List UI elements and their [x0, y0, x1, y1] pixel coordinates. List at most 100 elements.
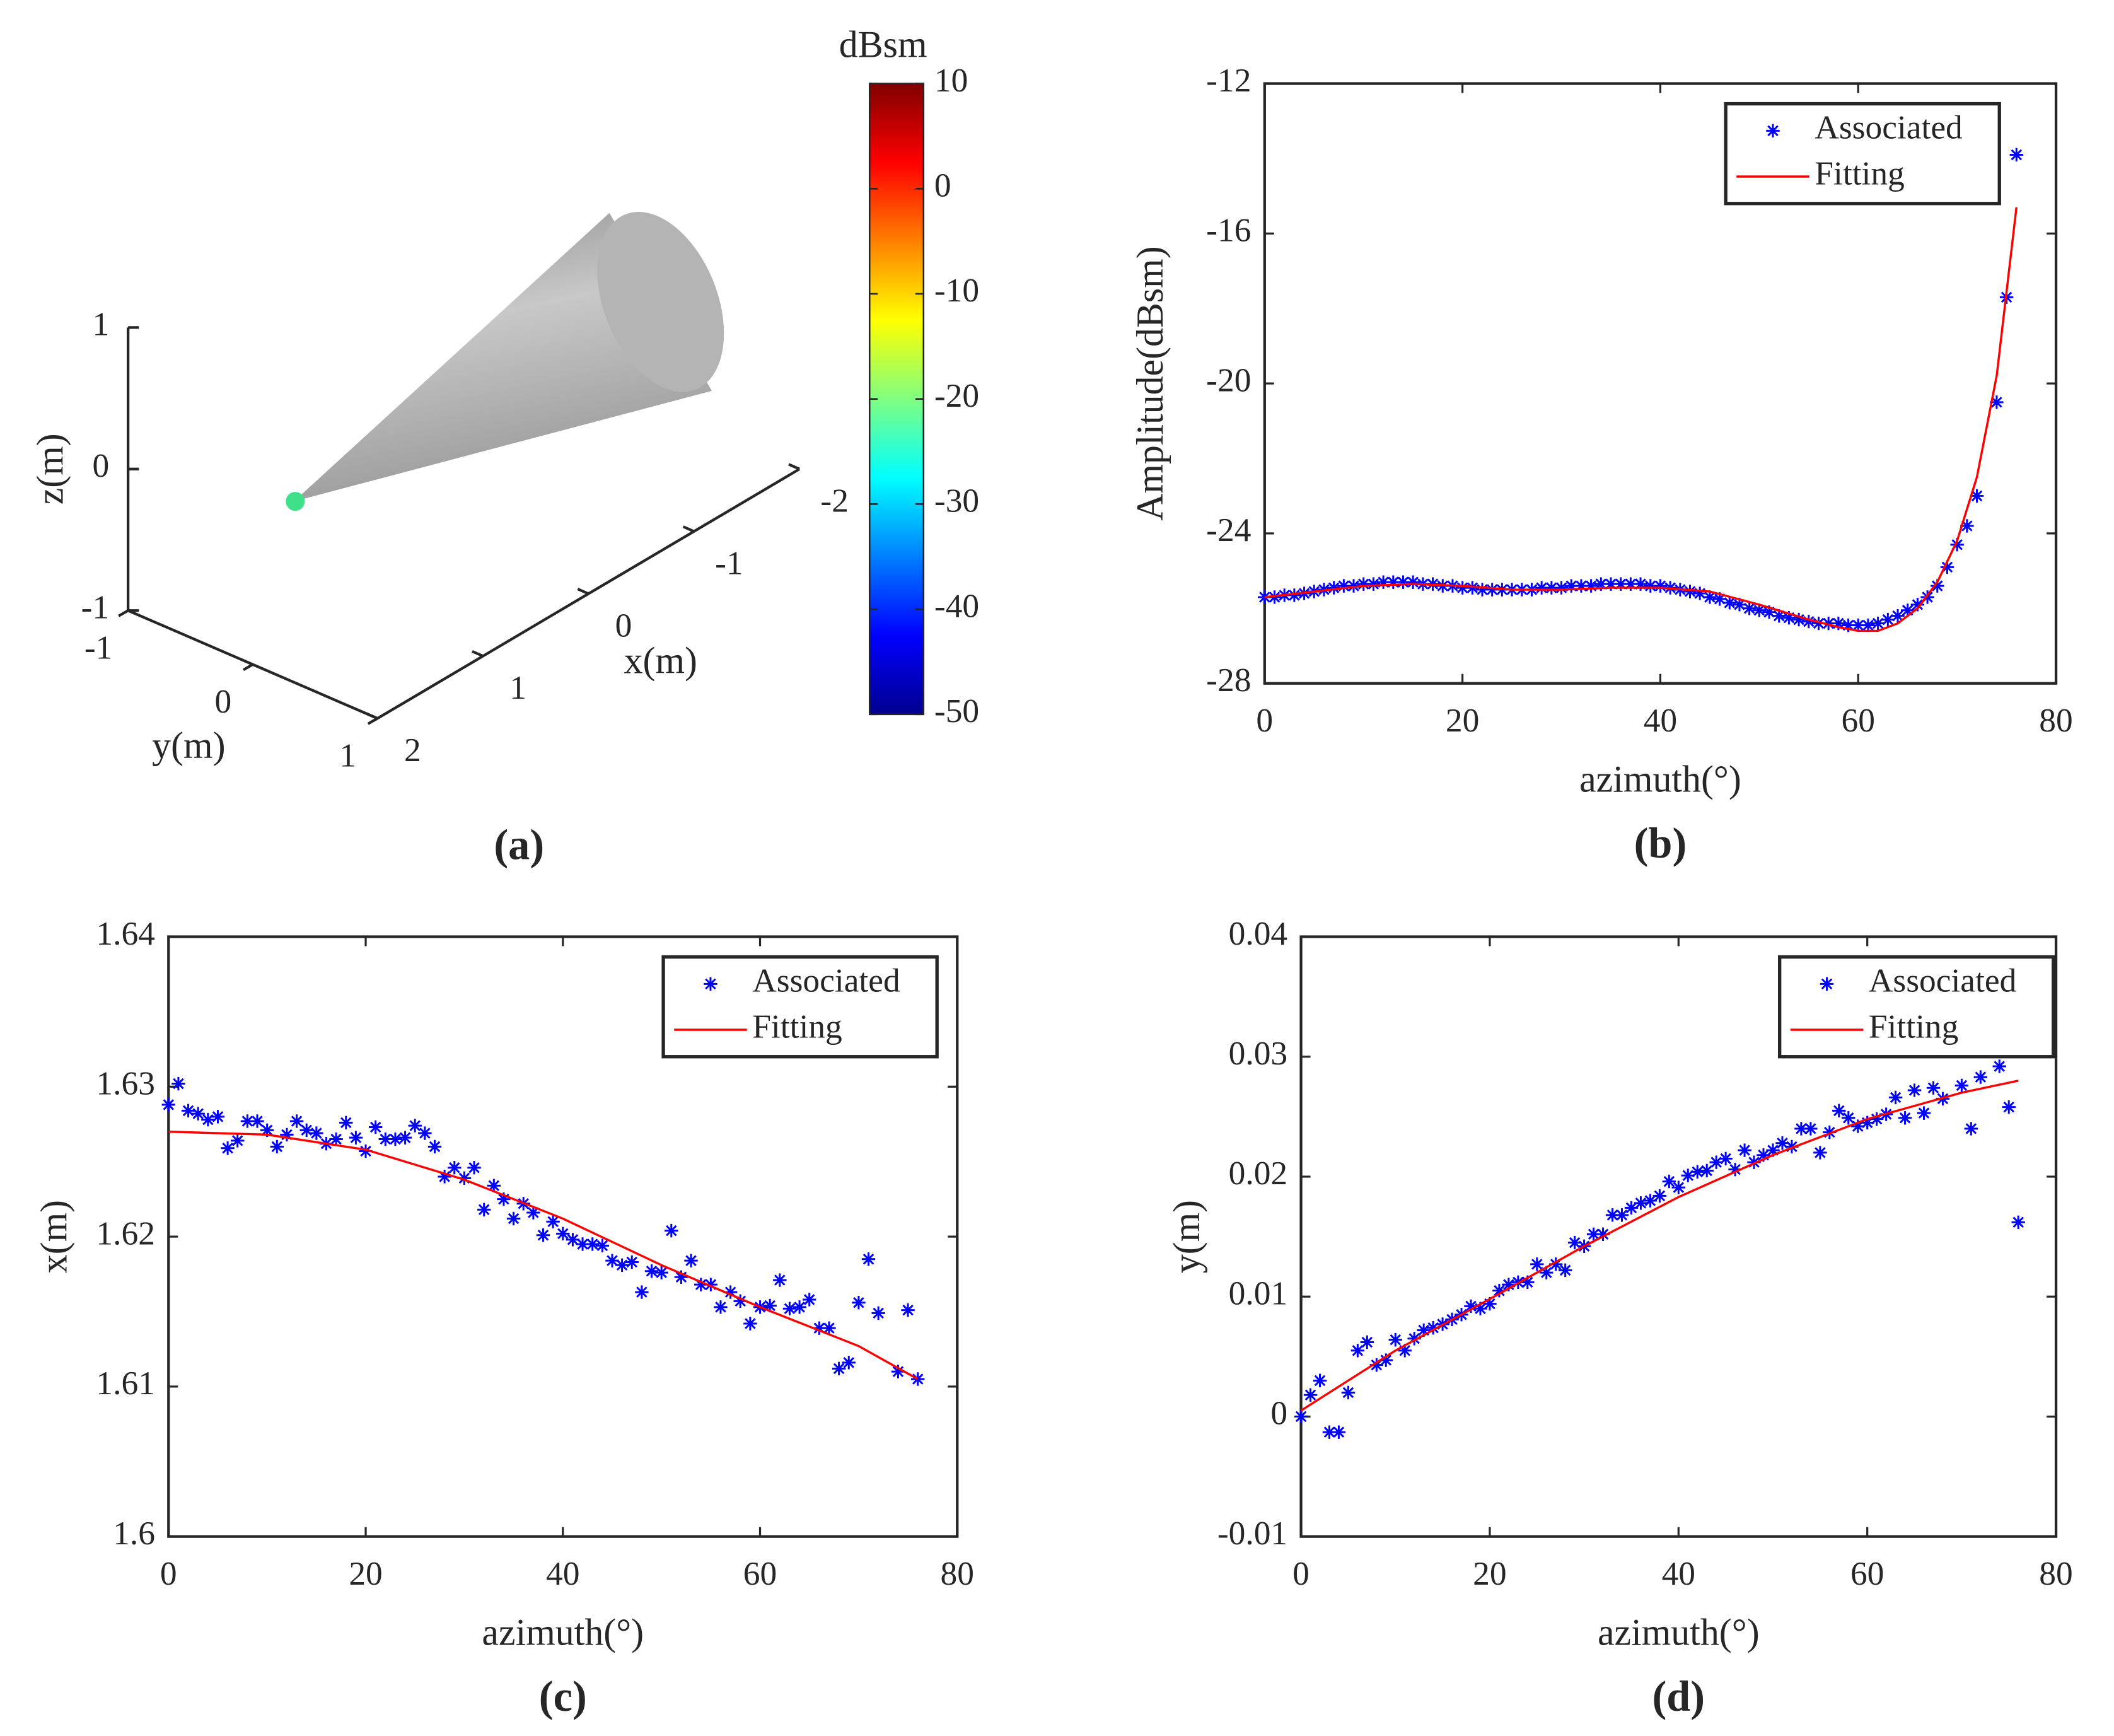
- scatter-point: [1931, 579, 1944, 593]
- scatter-point: [299, 1123, 313, 1137]
- scatter-point: [773, 1273, 787, 1287]
- scatter-point: [506, 1211, 521, 1226]
- scatter-point: [359, 1144, 373, 1158]
- scatter-point: [289, 1114, 304, 1128]
- scatter-point: [250, 1114, 264, 1128]
- x-tick-label: 1: [509, 668, 526, 706]
- scatter-point: [1772, 609, 1786, 623]
- scatter-point: [1337, 579, 1351, 593]
- scatter-point: [763, 1298, 777, 1313]
- scatter-point: [793, 1300, 806, 1314]
- scatter-point: [803, 1293, 816, 1307]
- scatter-point: [438, 1170, 451, 1184]
- y-tick: [242, 663, 254, 672]
- y-tick-label: -1: [84, 629, 113, 667]
- scatter-point: [1917, 1106, 1931, 1120]
- scatter-point: [1662, 1174, 1676, 1189]
- scatter-point: [1615, 1208, 1629, 1222]
- fit-line: [1300, 1080, 2019, 1412]
- z-tick-label: -1: [81, 588, 110, 626]
- scatter-point: [1842, 1111, 1856, 1125]
- legend-label: Associated: [1869, 962, 2017, 999]
- scatter-point: [1398, 1344, 1412, 1358]
- scatter-point: [1545, 581, 1559, 595]
- scatter-point: [418, 1126, 432, 1140]
- scatter-point: [221, 1141, 235, 1155]
- y-tick: [367, 717, 378, 725]
- scatter-point: [1901, 603, 1915, 617]
- scatter-point: [1564, 579, 1578, 593]
- scatter-point: [1823, 1125, 1837, 1139]
- scatter-point: [1757, 1148, 1770, 1162]
- fit-line: [1264, 207, 2018, 632]
- scatter-point: [201, 1112, 215, 1127]
- scatter-point: [1366, 577, 1381, 591]
- legend-box: [1724, 102, 2001, 206]
- scatter-point: [842, 1356, 856, 1370]
- scatter-point: [1860, 1116, 1874, 1130]
- x-tick-label: 40: [1662, 1554, 1695, 1592]
- scatter-center: [286, 492, 305, 511]
- x-tick-label: 60: [743, 1554, 777, 1592]
- y-axis-label: y(m): [152, 725, 225, 766]
- scatter-point: [1287, 588, 1301, 602]
- y-tick-label: 1.63: [96, 1064, 155, 1102]
- y-tick-label: -24: [1206, 511, 1251, 549]
- scatter-point: [665, 1223, 678, 1238]
- x-tick-label: -1: [715, 544, 743, 582]
- y-axis-label: y(m): [1166, 1200, 1207, 1273]
- scatter-point: [1464, 1299, 1478, 1314]
- scatter-point: [1594, 577, 1608, 591]
- scatter-point: [743, 1317, 757, 1331]
- scatter-point: [1530, 1257, 1544, 1271]
- scatter-point: [2002, 1100, 2016, 1114]
- scatter-point: [260, 1123, 274, 1137]
- scatter-point: [368, 1120, 383, 1134]
- y-tick-label: 0.02: [1229, 1154, 1288, 1192]
- scatter-point: [1485, 583, 1499, 597]
- scatter-point: [1549, 1257, 1563, 1271]
- y-tick-label: -12: [1206, 61, 1251, 99]
- caption: (d): [1652, 1672, 1705, 1720]
- scatter-point: [1492, 1284, 1506, 1298]
- scatter-point: [1483, 1296, 1497, 1311]
- x-tick-label: 80: [2039, 1554, 2072, 1592]
- colorbar: [868, 83, 925, 716]
- x-tick-label: 60: [1850, 1554, 1884, 1592]
- legend-marker: [1766, 124, 1780, 138]
- scatter-point: [1693, 586, 1707, 600]
- scatter-point: [408, 1119, 422, 1133]
- scatter-point: [1347, 579, 1361, 593]
- z-tick-label: 1: [92, 305, 109, 343]
- scatter-point: [1813, 1146, 1827, 1160]
- scatter-point: [1964, 1122, 1978, 1136]
- scatter-point: [1954, 1078, 1969, 1093]
- scatter-point: [388, 1132, 402, 1146]
- scatter-point: [1473, 1302, 1487, 1315]
- scatter-point: [674, 1270, 688, 1284]
- scatter-point: [911, 1372, 925, 1386]
- scatter-point: [832, 1361, 846, 1376]
- scatter-point: [733, 1294, 747, 1308]
- scatter-point: [1386, 575, 1400, 589]
- scatter-point: [1869, 1112, 1884, 1126]
- scatter-point: [1379, 1353, 1393, 1367]
- scatter-point: [1634, 1196, 1648, 1210]
- scatter-point: [1376, 575, 1390, 589]
- scatter-point: [1396, 575, 1410, 589]
- scatter-point: [546, 1215, 560, 1228]
- scatter-point: [635, 1285, 649, 1299]
- x-tick: [472, 650, 484, 658]
- scatter-point: [270, 1139, 284, 1154]
- caption: (b): [1634, 819, 1687, 867]
- scatter-point: [427, 1139, 442, 1154]
- x-tick-label: 60: [1842, 701, 1875, 739]
- scatter-point: [1388, 1332, 1402, 1347]
- cone-base: [597, 212, 724, 392]
- scatter-point: [1709, 1155, 1723, 1169]
- scatter-point: [1407, 1332, 1421, 1346]
- scatter-point: [1910, 598, 1925, 612]
- scatter-point: [1681, 1168, 1695, 1182]
- scatter-point: [1406, 575, 1420, 589]
